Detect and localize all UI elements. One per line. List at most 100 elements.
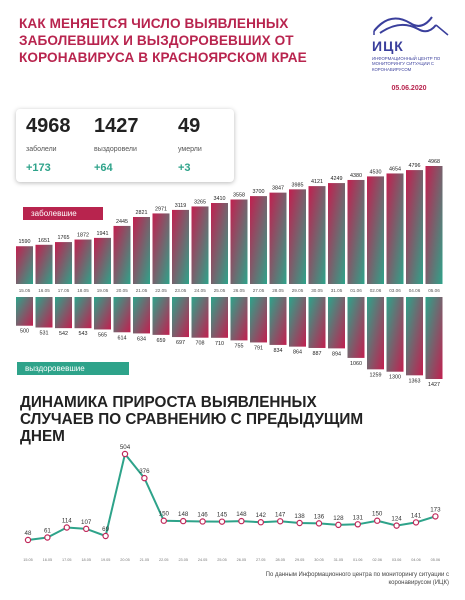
date-tick-label: 19.05 bbox=[97, 288, 109, 293]
recovered-bar bbox=[172, 297, 189, 338]
infected-value-label: 1872 bbox=[77, 233, 89, 239]
infected-value-label: 4121 bbox=[311, 179, 323, 185]
growth-value-label: 146 bbox=[197, 511, 208, 518]
growth-point bbox=[218, 518, 226, 525]
date-tick-label: 30.05 bbox=[311, 288, 323, 293]
infected-bar bbox=[308, 186, 326, 284]
date-tick-label: 05.06 bbox=[428, 288, 440, 293]
growth-point bbox=[374, 517, 381, 524]
recovered-bar bbox=[269, 297, 287, 345]
date-tick-label: 30.05 bbox=[314, 558, 324, 562]
growth-value-label: 114 bbox=[62, 518, 72, 525]
recovered-bar bbox=[328, 297, 345, 349]
date-tick-label: 26.05 bbox=[233, 288, 245, 293]
growth-point bbox=[179, 517, 187, 525]
date-tick-label: 02.06 bbox=[372, 558, 382, 562]
growth-value-label: 150 bbox=[159, 511, 170, 518]
recovered-bar bbox=[308, 297, 326, 348]
date-tick-label: 23.05 bbox=[178, 558, 188, 562]
recovered-value-label: 634 bbox=[137, 336, 146, 342]
infected-bar bbox=[113, 225, 131, 284]
infected-bar bbox=[35, 244, 53, 284]
infected-bar bbox=[289, 189, 306, 284]
date-tick-label: 22.05 bbox=[159, 558, 169, 562]
growth-point bbox=[160, 517, 167, 524]
source-note: По данным Информационного центра по мони… bbox=[265, 572, 449, 586]
recovered-value-label: 894 bbox=[332, 351, 341, 357]
growth-point bbox=[354, 521, 361, 528]
infected-series-label: заболевшие bbox=[23, 207, 103, 220]
infected-bar bbox=[16, 246, 33, 284]
infected-value-label: 4796 bbox=[409, 163, 421, 169]
date-tick-label: 28.05 bbox=[272, 288, 284, 293]
infected-value-label: 2821 bbox=[136, 210, 148, 216]
date-tick-label: 02.06 bbox=[370, 288, 382, 293]
infected-bar bbox=[211, 203, 228, 284]
date-tick-label: 21.05 bbox=[136, 288, 148, 293]
recovered-value-label: 864 bbox=[293, 350, 302, 356]
recovered-bar bbox=[35, 297, 53, 328]
infected-value-label: 2445 bbox=[116, 219, 128, 225]
infected-value-label: 1765 bbox=[58, 235, 70, 241]
date-tick-label: 29.05 bbox=[292, 288, 304, 293]
stat-delta: +64 bbox=[94, 162, 113, 174]
recovered-value-label: 708 bbox=[196, 341, 205, 347]
date-tick-label: 03.06 bbox=[392, 558, 402, 562]
growth-value-label: 61 bbox=[44, 528, 51, 535]
recovered-bar bbox=[16, 297, 33, 326]
growth-point bbox=[315, 520, 323, 527]
growth-value-label: 148 bbox=[236, 511, 247, 518]
growth-value-label: 131 bbox=[353, 514, 364, 521]
infected-bar bbox=[191, 206, 209, 284]
growth-point bbox=[44, 534, 51, 541]
page-title: КАК МЕНЯЕТСЯ ЧИСЛО ВЫЯВЛЕННЫХ ЗАБОЛЕВШИХ… bbox=[19, 16, 307, 65]
infected-value-label: 3700 bbox=[253, 189, 265, 195]
growth-point bbox=[63, 524, 71, 531]
stat-infected: 4968 заболели +173 bbox=[26, 115, 71, 174]
date-tick-label: 19.05 bbox=[101, 558, 111, 562]
stat-delta: +3 bbox=[178, 162, 191, 174]
logo-subtitle: ИНФОРМАЦИОННЫЙ ЦЕНТР ПО МОНИТОРИНГУ СИТУ… bbox=[372, 56, 441, 72]
recovered-bar bbox=[74, 297, 92, 329]
growth-value-label: 48 bbox=[25, 530, 32, 537]
recovered-bar bbox=[152, 297, 170, 335]
recovered-value-label: 543 bbox=[79, 331, 88, 337]
recovered-bar bbox=[55, 297, 72, 329]
recovered-value-label: 500 bbox=[20, 329, 29, 335]
growth-line bbox=[27, 451, 436, 541]
infected-value-label: 4654 bbox=[389, 166, 401, 172]
recovered-value-label: 659 bbox=[157, 338, 166, 344]
stat-label: умерли bbox=[178, 146, 202, 153]
date-tick-label: 27.05 bbox=[253, 288, 265, 293]
recovered-value-label: 542 bbox=[59, 331, 68, 337]
date-tick-label: 16.05 bbox=[43, 558, 53, 562]
recovered-bars: 500 531 542 543 565 614 634 659 697 708 710 755 791 8… bbox=[16, 297, 443, 388]
growth-value-label: 107 bbox=[81, 519, 92, 526]
growth-value-label: 69 bbox=[102, 526, 109, 533]
itsk-logo bbox=[373, 16, 449, 36]
growth-value-label: 148 bbox=[178, 511, 189, 518]
infected-value-label: 3558 bbox=[233, 192, 245, 198]
recovered-bar bbox=[406, 297, 423, 376]
date-tick-label: 05.06 bbox=[431, 558, 441, 562]
recovered-bar bbox=[250, 297, 267, 343]
date-tick-label: 15.05 bbox=[23, 558, 33, 562]
growth-point bbox=[238, 517, 245, 525]
date-tick-label: 01.06 bbox=[350, 288, 362, 293]
date-tick-label: 18.05 bbox=[81, 558, 91, 562]
recovered-value-label: 791 bbox=[254, 345, 263, 351]
stat-label: заболели bbox=[26, 146, 57, 153]
recovered-bar bbox=[211, 297, 228, 338]
infected-bar bbox=[425, 166, 443, 284]
growth-point bbox=[412, 519, 420, 526]
infected-value-label: 4249 bbox=[331, 176, 343, 182]
recovered-bar bbox=[133, 297, 150, 334]
infected-bar bbox=[328, 183, 345, 284]
recovered-value-label: 887 bbox=[313, 351, 322, 357]
bar-charts: 1590 15.05 1651 16.05 1765 17.05 1872 18.05 1941… bbox=[16, 159, 443, 388]
growth-point bbox=[82, 525, 90, 533]
section-title: ДИНАМИКА ПРИРОСТА ВЫЯВЛЕННЫХ СЛУЧАЕВ ПО … bbox=[20, 394, 364, 445]
date-tick-label: 26.05 bbox=[237, 558, 247, 562]
stats-card: 4968 заболели +173 1427 выздоровели +64 … bbox=[16, 109, 234, 182]
date-tick-label: 23.05 bbox=[175, 288, 187, 293]
